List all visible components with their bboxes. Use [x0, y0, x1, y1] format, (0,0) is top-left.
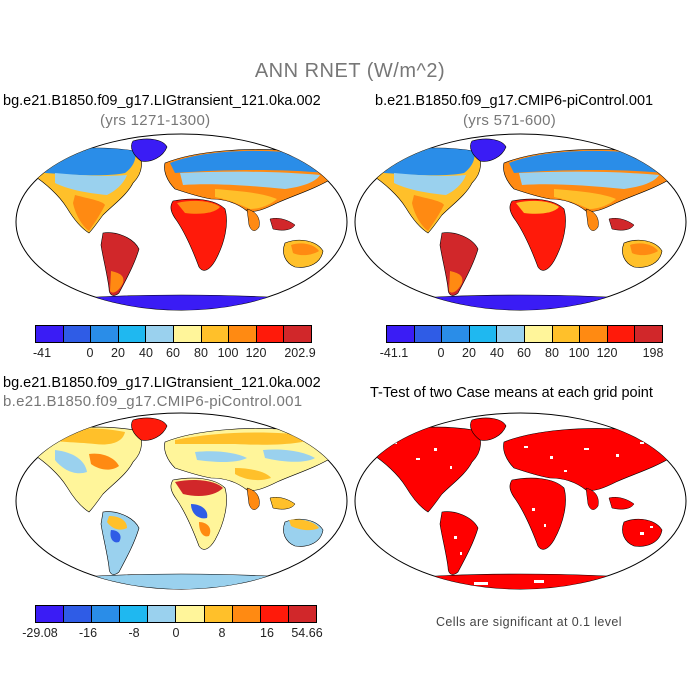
antarctica	[34, 294, 336, 310]
case1-colorbar	[35, 325, 312, 343]
antarctica	[34, 573, 336, 589]
case1-tick: 100	[217, 346, 239, 360]
diff-subtitle: b.e21.B1850.f09_g17.CMIP6-piControl.001	[3, 393, 303, 410]
diff-title: bg.e21.B1850.f09_g17.LIGtransient_121.0k…	[3, 375, 321, 391]
diff-tick: 54.66	[291, 626, 323, 640]
north-america	[32, 426, 142, 513]
diff-tick: 8	[218, 626, 226, 640]
case1-tick: 120	[245, 346, 267, 360]
case1-tick: 80	[194, 346, 208, 360]
antarctica	[373, 294, 675, 310]
case2-tick: 0	[437, 346, 445, 360]
case2-subtitle: (yrs 571-600)	[463, 112, 557, 129]
africa	[170, 198, 227, 271]
case1-map	[15, 133, 348, 311]
ttest-title: T-Test of two Case means at each grid po…	[370, 385, 653, 401]
south-asia	[585, 487, 599, 510]
case1-tick: 0	[86, 346, 94, 360]
diff-tick: -8	[128, 626, 140, 640]
south-asia	[585, 208, 599, 231]
diff-tick: 0	[172, 626, 180, 640]
south-america	[439, 511, 479, 575]
ttest-map	[354, 412, 687, 590]
africa	[509, 477, 566, 550]
maritime-continent	[608, 218, 635, 231]
diff-tick: -29.08	[22, 626, 58, 640]
case2-title: b.e21.B1850.f09_g17.CMIP6-piControl.001	[375, 93, 654, 109]
south-asia	[246, 487, 260, 510]
case1-tick: 20	[111, 346, 125, 360]
south-america	[100, 232, 140, 296]
significance-note: Cells are significant at 0.1 level	[436, 615, 622, 629]
maritime-continent	[269, 497, 296, 510]
africa	[509, 198, 566, 271]
greenland	[131, 138, 168, 162]
case1-tick: -41	[32, 346, 52, 360]
antarctica	[373, 573, 675, 589]
case2-map	[354, 133, 687, 311]
case2-tick: 60	[517, 346, 531, 360]
diff-tick: -16	[78, 626, 98, 640]
south-america	[100, 511, 140, 575]
greenland	[470, 417, 507, 441]
diff-map	[15, 412, 348, 590]
case2-tick: 100	[568, 346, 590, 360]
greenland	[470, 138, 507, 162]
maritime-continent	[608, 497, 635, 510]
greenland	[131, 417, 168, 441]
north-america	[371, 426, 481, 513]
case2-colorbar	[386, 325, 663, 343]
case2-tick: 40	[490, 346, 504, 360]
case2-tick: 80	[545, 346, 559, 360]
diff-colorbar	[35, 605, 317, 623]
diff-tick: 16	[260, 626, 274, 640]
case1-tick: 60	[166, 346, 180, 360]
case1-tick: 202.9	[284, 346, 316, 360]
case1-subtitle: (yrs 1271-1300)	[100, 112, 211, 129]
case1-title: bg.e21.B1850.f09_g17.LIGtransient_121.0k…	[3, 93, 321, 109]
south-america	[439, 232, 479, 296]
case2-tick: 120	[596, 346, 618, 360]
case2-tick: 198	[642, 346, 664, 360]
maritime-continent	[269, 218, 296, 231]
figure-title: ANN RNET (W/m^2)	[254, 60, 446, 82]
case2-tick: 20	[462, 346, 476, 360]
south-asia	[246, 208, 260, 231]
case1-tick: 40	[139, 346, 153, 360]
case2-tick: -41.1	[379, 346, 409, 360]
